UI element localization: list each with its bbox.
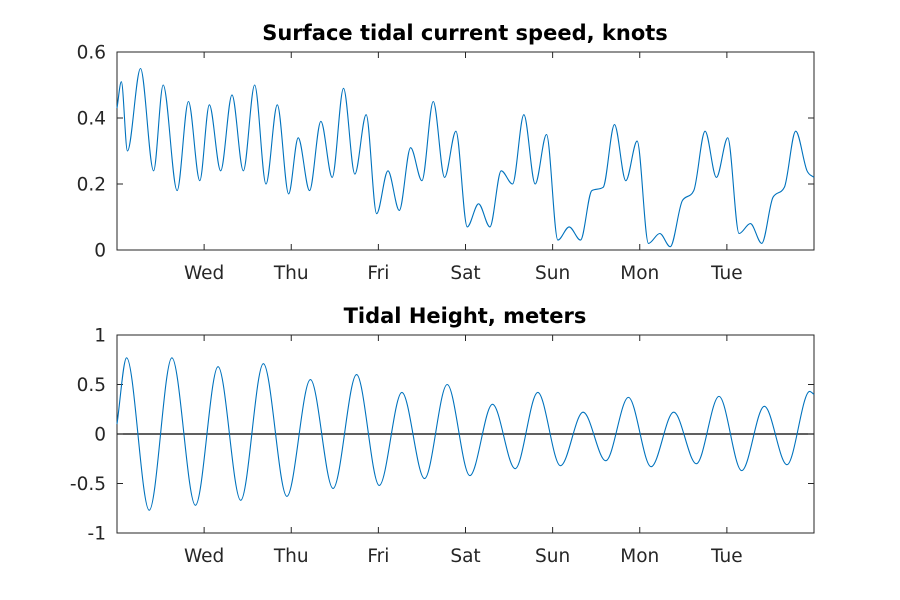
y-tick-label: 0.2 (77, 175, 106, 196)
y-tick-label: -1 (88, 524, 106, 545)
x-tick-label: Fri (367, 263, 389, 284)
x-tick-label: Wed (184, 546, 224, 567)
y-tick-label: 0.6 (77, 43, 106, 64)
current-speed-chart: Surface tidal current speed, knots Wed Th… (77, 21, 815, 284)
x-tick-label: Sun (535, 263, 570, 284)
series-line (116, 67, 815, 248)
chart-title: Surface tidal current speed, knots (262, 21, 668, 45)
x-tick-label: Sun (535, 546, 570, 567)
x-tick-label: Sat (450, 546, 480, 567)
x-axis: Wed Thu Fri Sat Sun Mon Tue (184, 52, 743, 284)
x-tick-label: Tue (710, 546, 743, 567)
y-tick-label: 1 (94, 326, 106, 347)
y-tick-label: 0.5 (77, 375, 106, 396)
x-tick-label: Thu (273, 263, 309, 284)
x-tick-label: Sat (450, 263, 480, 284)
series-line (116, 357, 815, 511)
series-lines (116, 357, 815, 511)
x-tick-label: Mon (620, 263, 659, 284)
y-tick-label: 0 (94, 241, 106, 262)
tidal-height-chart: Tidal Height, meters Wed Thu Fri Sat Sun Mon T… (70, 304, 815, 567)
series-lines (116, 67, 815, 248)
x-tick-label: Fri (367, 546, 389, 567)
x-tick-label: Wed (184, 263, 224, 284)
x-axis: Wed Thu Fri Sat Sun Mon Tue (184, 335, 743, 567)
chart-title: Tidal Height, meters (344, 304, 587, 328)
y-axis: -1 -0.5 0 0.5 1 (70, 326, 814, 545)
y-axis: 0 0.2 0.4 0.6 (77, 43, 814, 262)
x-tick-label: Tue (710, 263, 743, 284)
x-tick-label: Mon (620, 546, 659, 567)
y-tick-label: -0.5 (70, 474, 106, 495)
y-tick-label: 0.4 (77, 109, 106, 130)
x-tick-label: Thu (273, 546, 309, 567)
y-tick-label: 0 (94, 425, 106, 446)
